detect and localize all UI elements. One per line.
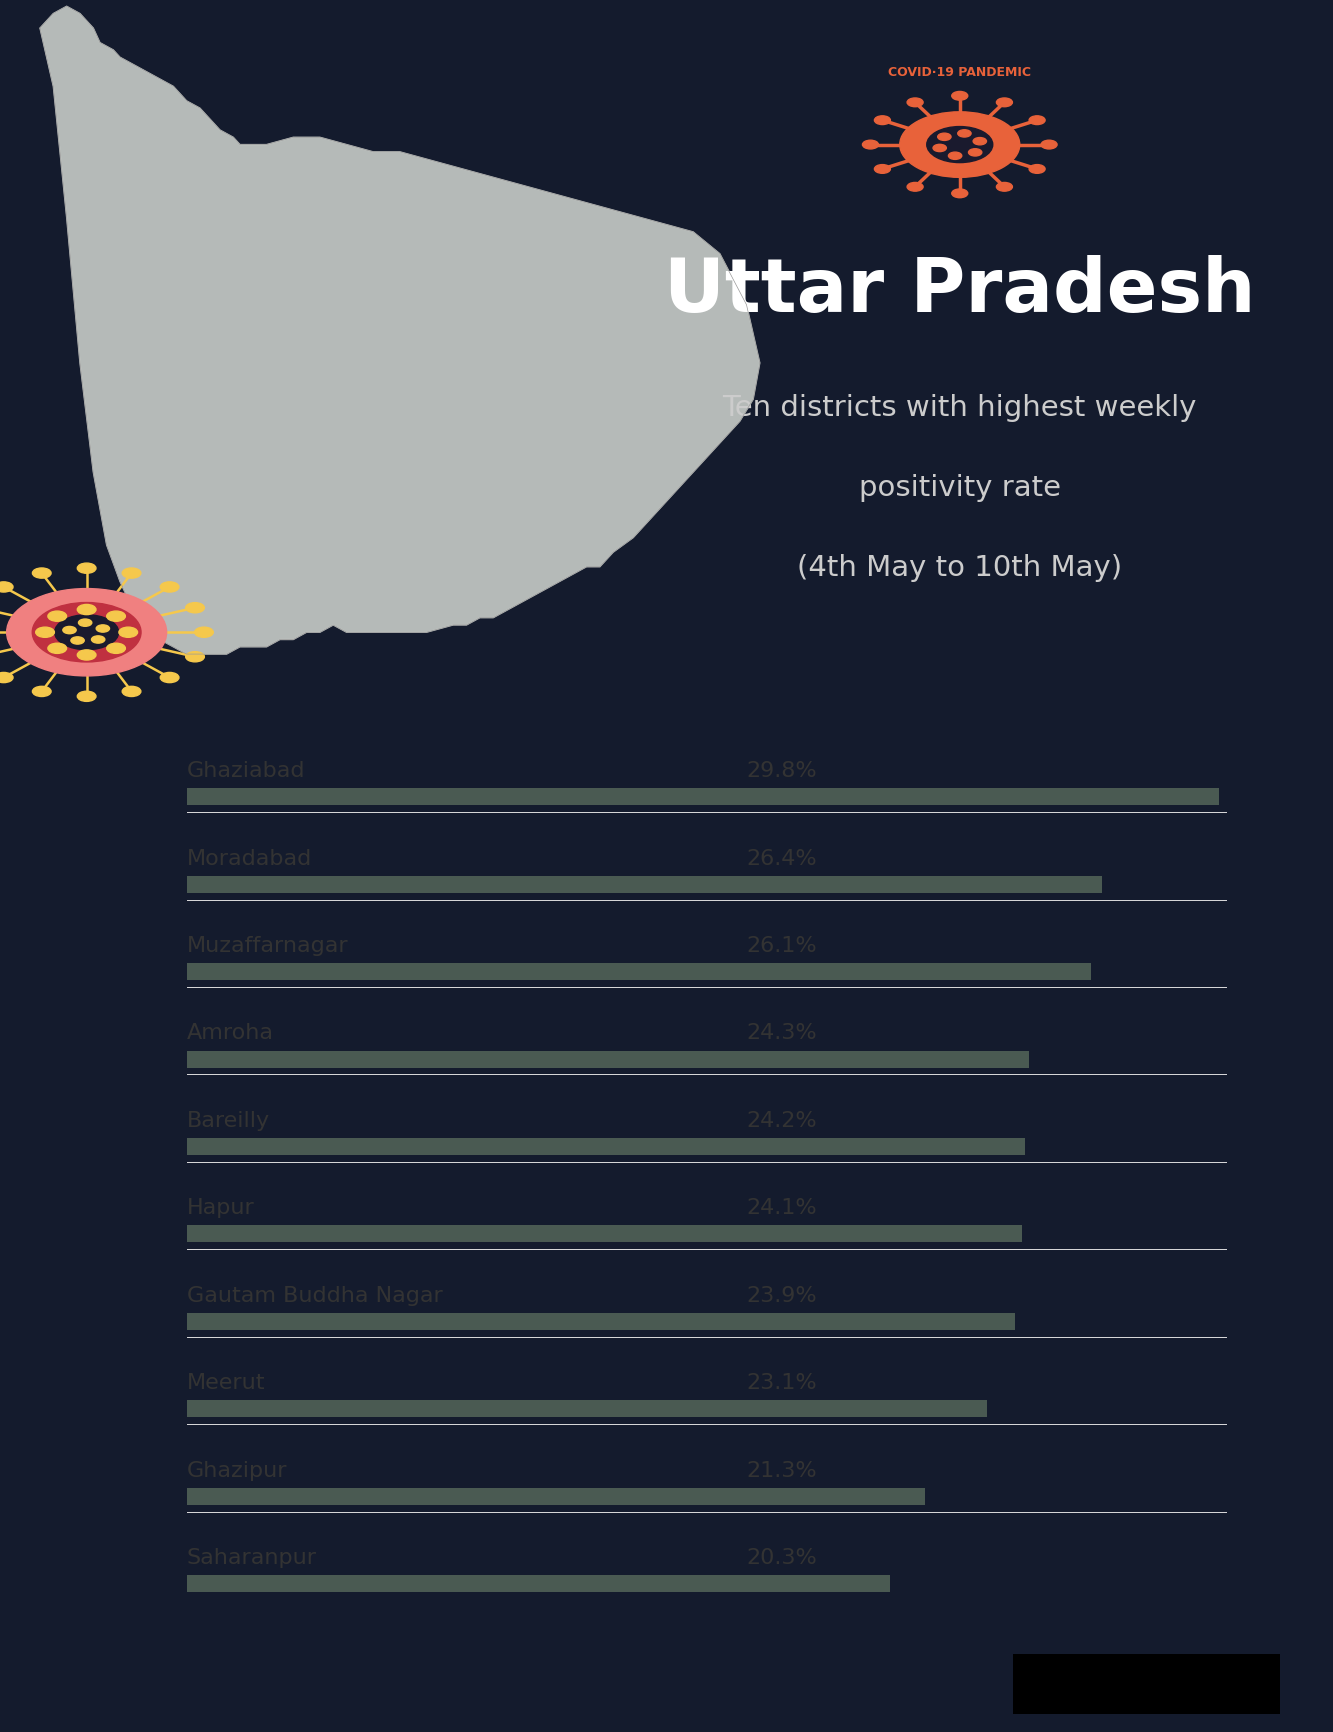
Circle shape	[77, 691, 96, 701]
Text: Bareilly: Bareilly	[187, 1110, 269, 1131]
Bar	[187, 788, 1220, 805]
Circle shape	[32, 603, 141, 663]
Circle shape	[32, 688, 51, 696]
Circle shape	[32, 568, 51, 578]
Circle shape	[7, 589, 167, 677]
Circle shape	[71, 637, 84, 644]
Circle shape	[92, 636, 105, 644]
Text: 24.1%: 24.1%	[746, 1197, 817, 1218]
Polygon shape	[40, 7, 760, 655]
Circle shape	[862, 140, 878, 151]
Text: 29.8%: 29.8%	[746, 760, 817, 781]
Circle shape	[996, 99, 1013, 107]
Text: Hapur: Hapur	[187, 1197, 255, 1218]
Text: Muzaffarnagar: Muzaffarnagar	[187, 935, 348, 956]
Circle shape	[926, 128, 993, 163]
Text: 24.3%: 24.3%	[746, 1024, 817, 1043]
Circle shape	[79, 620, 92, 627]
Circle shape	[0, 674, 13, 682]
Text: 18: 18	[1164, 1666, 1198, 1690]
Text: 23.9%: 23.9%	[746, 1285, 817, 1304]
Bar	[187, 876, 1101, 894]
Circle shape	[107, 611, 125, 622]
Circle shape	[63, 627, 76, 634]
Text: 24.2%: 24.2%	[746, 1110, 817, 1131]
Text: Ghazipur: Ghazipur	[187, 1460, 287, 1479]
Circle shape	[906, 99, 924, 107]
Bar	[187, 1313, 1014, 1330]
Circle shape	[77, 604, 96, 615]
Circle shape	[77, 563, 96, 573]
Text: Moradabad: Moradabad	[187, 849, 312, 868]
Circle shape	[969, 149, 982, 158]
Bar	[187, 963, 1092, 980]
Text: NEWS: NEWS	[1077, 1668, 1146, 1687]
Circle shape	[973, 139, 986, 145]
Circle shape	[1029, 166, 1045, 175]
Text: Ghaziabad: Ghaziabad	[187, 760, 305, 781]
Circle shape	[119, 627, 137, 637]
Text: 26.4%: 26.4%	[746, 849, 817, 868]
Text: COVID·19 PANDEMIC: COVID·19 PANDEMIC	[888, 66, 1032, 80]
Bar	[1013, 1654, 1280, 1715]
Circle shape	[906, 184, 922, 192]
Circle shape	[957, 130, 970, 139]
Circle shape	[874, 166, 890, 175]
Text: (4th May to 10th May): (4th May to 10th May)	[797, 554, 1122, 582]
Circle shape	[195, 627, 213, 637]
Text: Saharanpur: Saharanpur	[187, 1547, 317, 1567]
Text: 23.1%: 23.1%	[746, 1372, 817, 1393]
Text: 21.3%: 21.3%	[746, 1460, 817, 1479]
Circle shape	[55, 615, 119, 650]
Text: Uttar Pradesh: Uttar Pradesh	[664, 255, 1256, 327]
Circle shape	[952, 191, 968, 199]
Text: Ten districts with highest weekly: Ten districts with highest weekly	[722, 393, 1197, 421]
Text: Gautam Buddha Nagar: Gautam Buddha Nagar	[187, 1285, 443, 1304]
Circle shape	[160, 674, 179, 682]
Bar	[187, 1488, 925, 1505]
Circle shape	[1029, 116, 1045, 125]
Circle shape	[96, 625, 109, 632]
Circle shape	[900, 113, 1020, 178]
Circle shape	[952, 92, 968, 100]
Circle shape	[107, 644, 125, 655]
Circle shape	[123, 688, 141, 696]
Circle shape	[48, 644, 67, 655]
Circle shape	[874, 116, 890, 125]
Circle shape	[48, 611, 67, 622]
Text: Meerut: Meerut	[187, 1372, 265, 1393]
Circle shape	[160, 582, 179, 592]
Circle shape	[937, 133, 950, 142]
Circle shape	[185, 653, 204, 662]
Circle shape	[123, 568, 141, 578]
Circle shape	[949, 152, 962, 161]
Circle shape	[933, 145, 946, 152]
Circle shape	[996, 184, 1013, 192]
Bar	[187, 1226, 1022, 1244]
Text: creative: creative	[1121, 1696, 1172, 1708]
Bar	[187, 1576, 890, 1592]
Text: 20.3%: 20.3%	[746, 1547, 817, 1567]
Text: Amroha: Amroha	[187, 1024, 273, 1043]
Bar	[187, 1401, 988, 1417]
Text: positivity rate: positivity rate	[858, 473, 1061, 501]
Bar	[187, 1051, 1029, 1069]
Bar	[187, 1138, 1025, 1155]
Circle shape	[0, 582, 13, 592]
Circle shape	[1041, 140, 1057, 151]
Text: 26.1%: 26.1%	[746, 935, 817, 956]
Circle shape	[36, 627, 55, 637]
Circle shape	[77, 651, 96, 660]
Circle shape	[185, 603, 204, 613]
